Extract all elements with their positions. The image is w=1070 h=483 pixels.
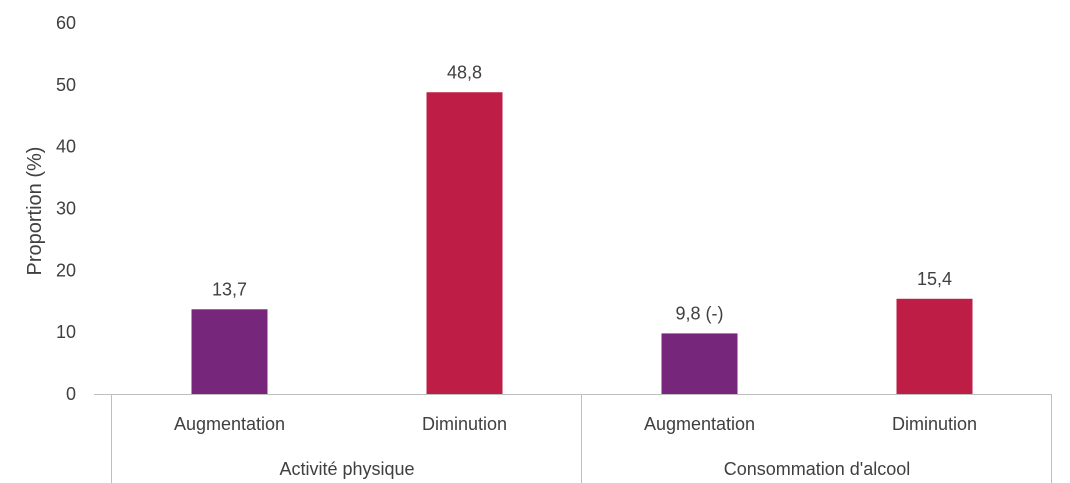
y-tick-label: 50 — [56, 75, 76, 95]
x-group-label: Activité physique — [279, 459, 414, 479]
y-tick-label: 30 — [56, 199, 76, 219]
x-group-label: Consommation d'alcool — [724, 459, 911, 479]
y-axis-title: Proportion (%) — [24, 147, 46, 276]
data-label: 48,8 — [447, 62, 482, 82]
x-category-label: Augmentation — [174, 414, 285, 434]
bar-3 — [661, 333, 738, 394]
y-tick-label: 0 — [66, 384, 76, 404]
y-tick-label: 60 — [56, 13, 76, 33]
bar-2 — [426, 92, 503, 395]
y-tick-label: 40 — [56, 137, 76, 157]
bars — [191, 92, 973, 395]
bar-4 — [896, 298, 973, 394]
x-axis: Augmentation Diminution Augmentation Diminu… — [94, 394, 1052, 483]
bar-1 — [191, 309, 268, 394]
x-category-label: Diminution — [892, 414, 977, 434]
y-axis-ticks: 0 10 20 30 40 50 60 — [56, 13, 76, 404]
y-tick-label: 10 — [56, 322, 76, 342]
y-tick-label: 20 — [56, 260, 76, 280]
x-category-label: Diminution — [422, 414, 507, 434]
data-label: 9,8 (-) — [675, 303, 723, 323]
data-labels: 13,7 48,8 9,8 (-) 15,4 — [212, 62, 952, 323]
data-label: 15,4 — [917, 269, 952, 289]
data-label: 13,7 — [212, 279, 247, 299]
x-category-label: Augmentation — [644, 414, 755, 434]
